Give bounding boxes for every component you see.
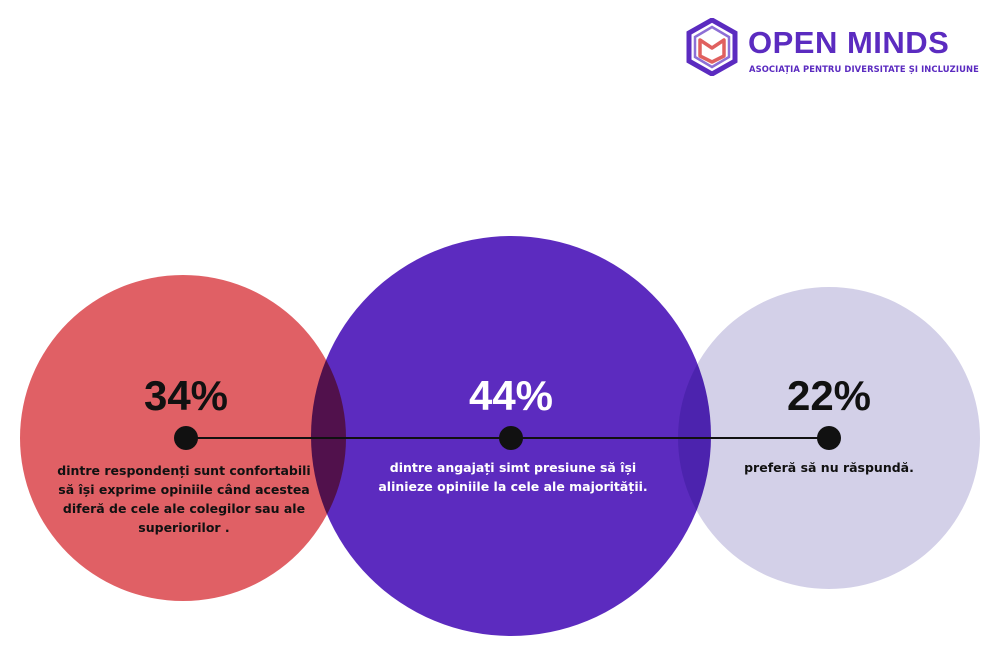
description-3: preferă să nu răspundă. xyxy=(744,460,914,475)
percentage-label-1: 34% xyxy=(144,372,228,419)
percentage-labels: 34% 44% 22% xyxy=(144,372,871,419)
percentage-label-3: 22% xyxy=(787,372,871,419)
connector-dot-2 xyxy=(499,426,523,450)
description-2: dintre angajați simt presiune să își ali… xyxy=(378,460,648,494)
timeline-connector xyxy=(174,426,841,450)
brand-name: OPEN MINDS xyxy=(748,25,950,60)
percentage-label-2: 44% xyxy=(469,372,553,419)
connector-dot-1 xyxy=(174,426,198,450)
description-1: dintre respondenți sunt confortabili să … xyxy=(57,463,311,535)
brand-tagline: ASOCIAȚIA PENTRU DIVERSITATE ȘI INCLUZIU… xyxy=(749,64,979,74)
connector-dot-3 xyxy=(817,426,841,450)
open-book-logo-icon xyxy=(686,18,738,76)
brand-logo: OPEN MINDS ASOCIAȚIA PENTRU DIVERSITATE … xyxy=(686,18,979,78)
